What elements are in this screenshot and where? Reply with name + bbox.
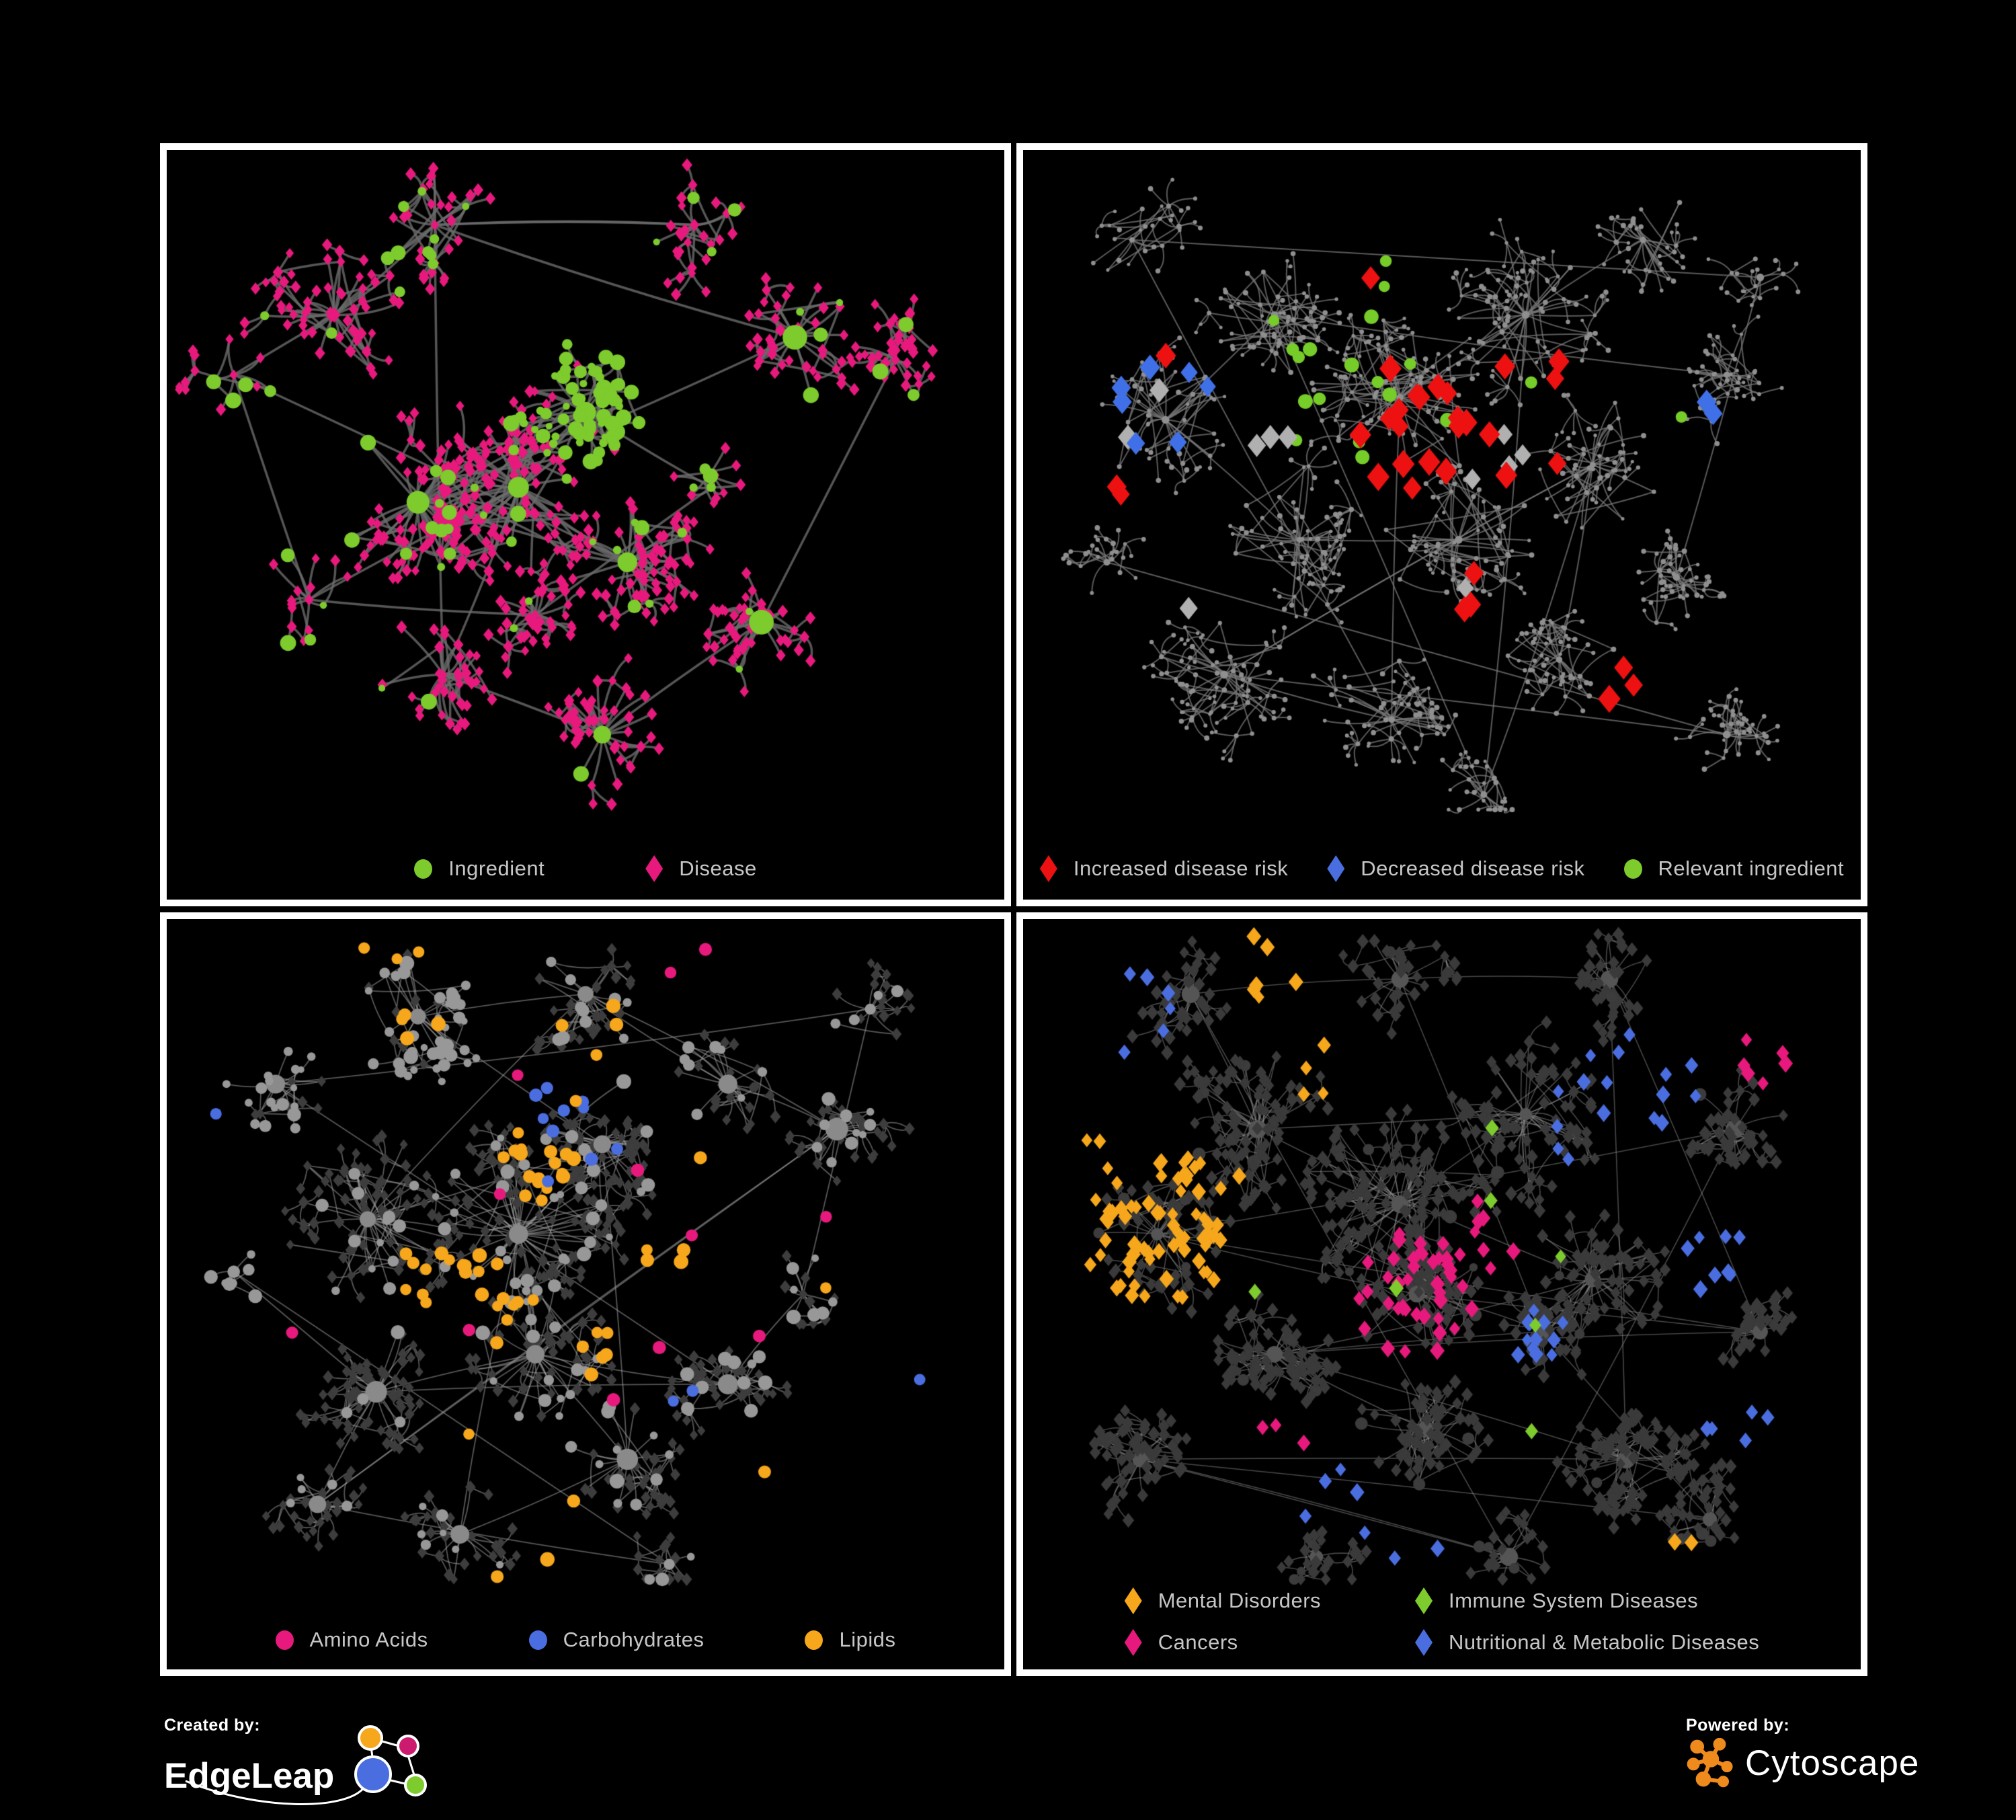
legend-label: Decreased disease risk: [1361, 857, 1585, 880]
legend-label: Relevant ingredient: [1658, 857, 1845, 880]
legend-label: Ingredient: [448, 857, 545, 880]
legend-label: Lipids: [839, 1628, 896, 1651]
network-canvas-disease-categories: [1023, 919, 1861, 1669]
cytoscape-logo-icon: [1687, 1738, 1733, 1788]
legend-label: Carbohydrates: [563, 1628, 704, 1651]
legend-item-decreased-risk: Decreased disease risk: [1327, 855, 1584, 882]
brand-edgeleap: Created by: EdgeLeap: [164, 1716, 438, 1813]
cancers-diamond-marker: [1124, 1629, 1142, 1656]
legend-item-ingredient: Ingredient: [414, 857, 545, 881]
legend-item-disease: Disease: [645, 855, 757, 882]
relevant-ingredient-circle-marker: [1623, 859, 1642, 879]
ingredient-circle-marker: [414, 859, 433, 879]
panel-disease-categories: Mental Disorders Immune System Diseases …: [1016, 912, 1867, 1676]
legend-label: Cancers: [1158, 1630, 1238, 1654]
cytoscape-name: Cytoscape: [1745, 1743, 1920, 1783]
lipids-circle-marker: [805, 1630, 823, 1650]
legend-nutrient-classes: Amino Acids Carbohydrates Lipids: [167, 1628, 1004, 1652]
network-canvas-ingredient-disease: [167, 150, 1004, 900]
legend-item-amino-acids: Amino Acids: [275, 1628, 428, 1652]
legend-label: Amino Acids: [309, 1628, 428, 1651]
legend-disease-risk: Increased disease risk Decreased disease…: [1023, 855, 1861, 882]
immune-system-diamond-marker: [1415, 1587, 1433, 1614]
legend-label: Increased disease risk: [1073, 857, 1289, 880]
created-by-label: Created by:: [164, 1716, 261, 1735]
disease-diamond-marker: [645, 855, 663, 882]
legend-item-relevant-ingredient: Relevant ingredient: [1623, 857, 1845, 881]
legend-disease-categories: Mental Disorders Immune System Diseases …: [1023, 1587, 1861, 1656]
legend-item-mental-disorders: Mental Disorders: [1124, 1587, 1322, 1614]
legend-label: Nutritional & Metabolic Diseases: [1449, 1630, 1760, 1654]
legend-item-lipids: Lipids: [805, 1628, 895, 1652]
powered-by-label: Powered by:: [1686, 1716, 1790, 1735]
panel-nutrient-classes: Amino Acids Carbohydrates Lipids: [160, 912, 1011, 1676]
nutritional-metabolic-diamond-marker: [1415, 1629, 1433, 1656]
mental-disorders-diamond-marker: [1124, 1587, 1142, 1614]
brand-cytoscape: Powered by: Cy: [1686, 1716, 1919, 1788]
legend-item-nutritional-metabolic: Nutritional & Metabolic Diseases: [1415, 1629, 1759, 1656]
amino-acids-circle-marker: [275, 1630, 294, 1650]
panel-ingredient-disease: Ingredient Disease: [160, 143, 1011, 906]
decreased-risk-diamond-marker: [1327, 855, 1345, 882]
legend-item-cancers: Cancers: [1124, 1629, 1321, 1656]
legend-item-immune-system-diseases: Immune System Diseases: [1415, 1587, 1759, 1614]
legend-item-increased-risk: Increased disease risk: [1039, 855, 1289, 882]
network-canvas-nutrient-classes: [167, 919, 1004, 1669]
legend-label: Mental Disorders: [1158, 1589, 1322, 1612]
legend-label: Disease: [679, 857, 757, 880]
edgeleap-name: EdgeLeap: [164, 1755, 335, 1796]
legend-label: Immune System Diseases: [1449, 1589, 1699, 1612]
legend-item-carbohydrates: Carbohydrates: [528, 1628, 704, 1652]
network-canvas-disease-risk: [1023, 150, 1861, 900]
carbohydrates-circle-marker: [528, 1630, 547, 1650]
panel-disease-risk: Increased disease risk Decreased disease…: [1016, 143, 1867, 906]
increased-risk-diamond-marker: [1039, 855, 1057, 882]
legend-ingredient-disease: Ingredient Disease: [167, 855, 1004, 882]
edgeleap-logo-icon: [185, 1725, 428, 1805]
